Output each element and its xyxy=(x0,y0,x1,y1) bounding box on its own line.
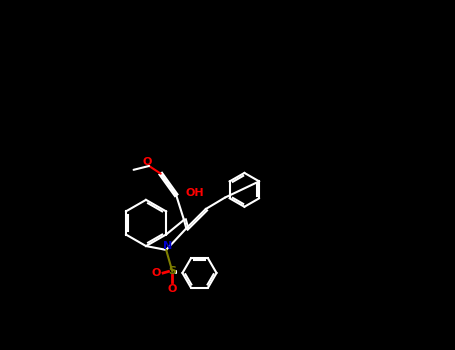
Text: O: O xyxy=(142,157,152,167)
Text: OH: OH xyxy=(186,188,204,198)
Text: S: S xyxy=(168,266,177,277)
Text: N: N xyxy=(163,241,172,251)
Text: O: O xyxy=(152,268,161,278)
Text: O: O xyxy=(167,284,177,294)
